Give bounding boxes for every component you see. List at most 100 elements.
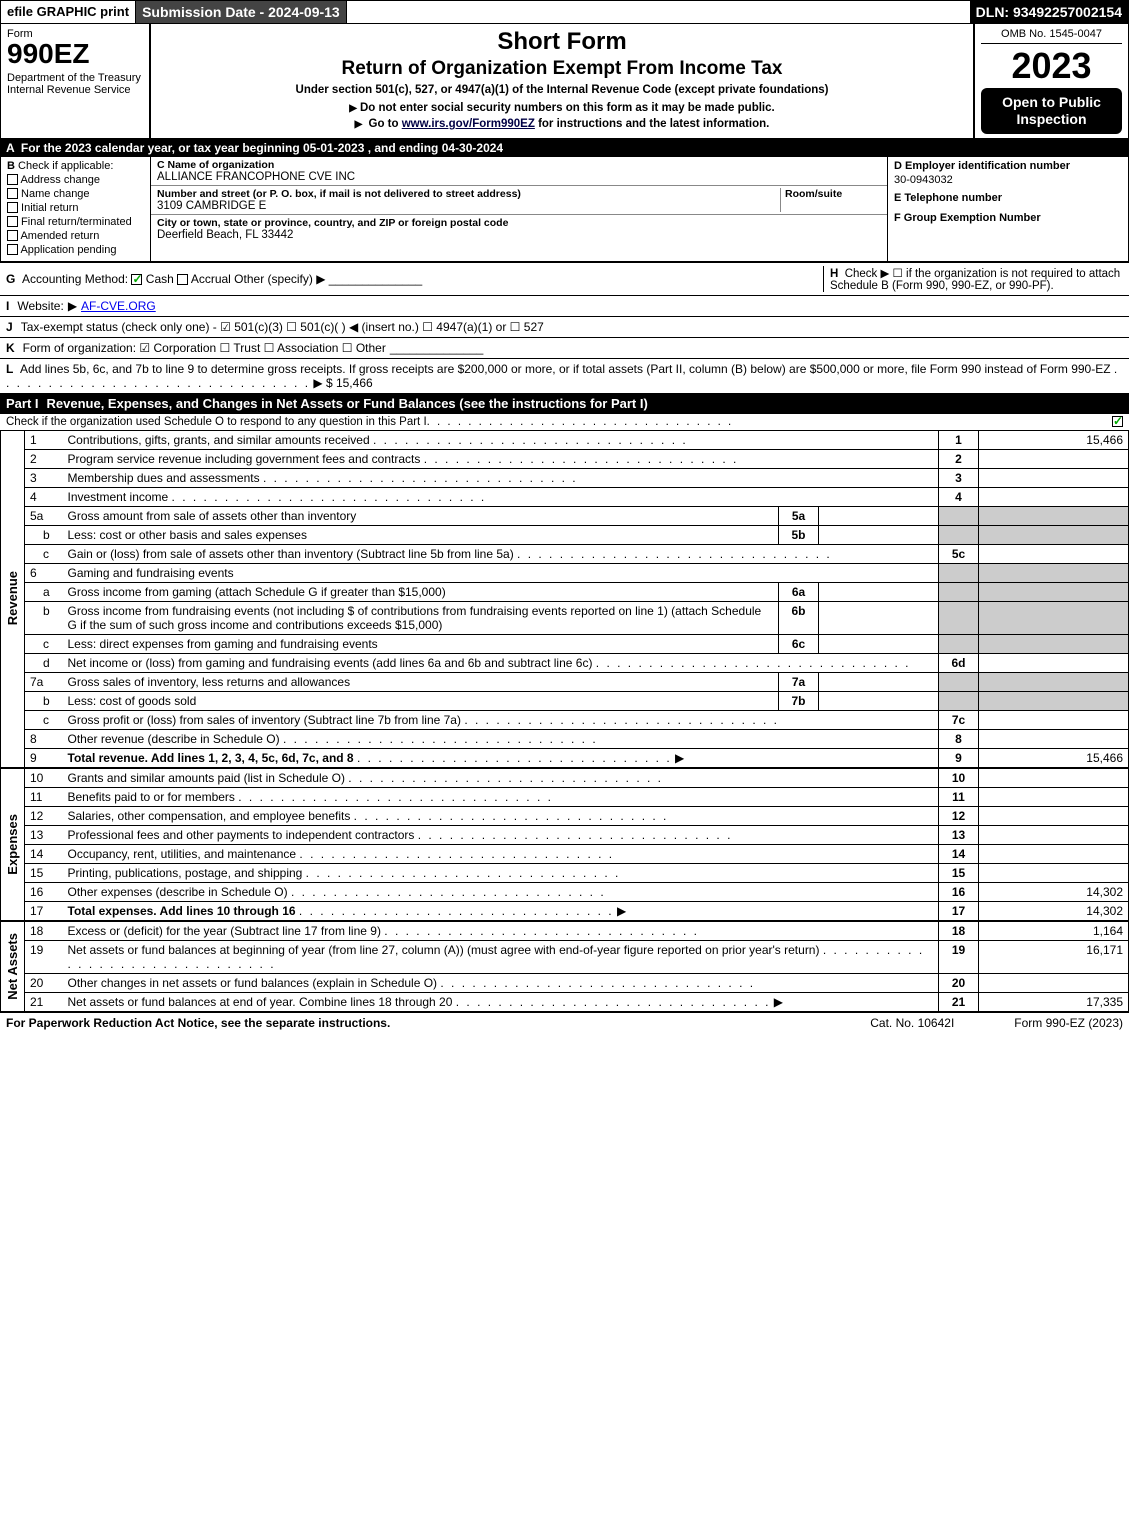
table-row: 18Excess or (deficit) for the year (Subt… (25, 921, 1129, 940)
col-c: C Name of organization ALLIANCE FRANCOPH… (151, 157, 888, 261)
line-k: K Form of organization: ☑ Corporation ☐ … (0, 337, 1129, 358)
line-i: I Website: ▶ AF-CVE.ORG (0, 295, 1129, 316)
l-text: Add lines 5b, 6c, and 7b to line 9 to de… (20, 362, 1111, 376)
table-row: 19Net assets or fund balances at beginni… (25, 940, 1129, 973)
g-label: Accounting Method: (22, 272, 128, 286)
cash-checkbox[interactable] (131, 274, 142, 285)
footer-mid: Cat. No. 10642I (870, 1016, 954, 1030)
expenses-side-label: Expenses (0, 768, 24, 921)
table-row: 13Professional fees and other payments t… (25, 825, 1129, 844)
b-header: B (7, 160, 15, 172)
table-row: 5aGross amount from sale of assets other… (25, 506, 1129, 525)
h-text: Check ▶ ☐ if the organization is not req… (830, 268, 1120, 292)
arrow-icon (355, 118, 366, 130)
c-name-label: C Name of organization (157, 159, 881, 171)
table-row: 20Other changes in net assets or fund ba… (25, 973, 1129, 992)
org-street: 3109 CAMBRIDGE E (157, 200, 780, 212)
omb-number: OMB No. 1545-0047 (981, 28, 1122, 44)
b-option[interactable]: Name change (7, 188, 144, 200)
line-a: A For the 2023 calendar year, or tax yea… (0, 139, 1129, 157)
short-form-title: Short Form (159, 28, 965, 56)
table-row: 7aGross sales of inventory, less returns… (25, 672, 1129, 691)
website-link[interactable]: AF-CVE.ORG (81, 299, 156, 313)
table-row: aGross income from gaming (attach Schedu… (25, 582, 1129, 601)
instructions-line: Go to www.irs.gov/Form990EZ for instruct… (159, 118, 965, 130)
line-g: G Accounting Method: Cash Accrual Other … (0, 262, 1129, 295)
header-mid: Short Form Return of Organization Exempt… (151, 24, 973, 138)
cash-label: Cash (146, 272, 174, 286)
dln: DLN: 93492257002154 (970, 1, 1128, 23)
net-assets-section: Net Assets 18Excess or (deficit) for the… (0, 921, 1129, 1012)
part-i-title: Revenue, Expenses, and Changes in Net As… (47, 396, 1123, 411)
accrual-label: Accrual (191, 272, 231, 286)
revenue-side-label: Revenue (0, 430, 24, 768)
table-row: 8Other revenue (describe in Schedule O) … (25, 729, 1129, 748)
org-name: ALLIANCE FRANCOPHONE CVE INC (157, 171, 881, 183)
form-subtitle: Under section 501(c), 527, or 4947(a)(1)… (159, 84, 965, 96)
part-i-header: Part I Revenue, Expenses, and Changes in… (0, 393, 1129, 414)
b-option[interactable]: Amended return (7, 230, 144, 242)
b-option[interactable]: Initial return (7, 202, 144, 214)
form-header: Form 990EZ Department of the Treasury In… (0, 24, 1129, 139)
j-text: Tax-exempt status (check only one) - ☑ 5… (21, 320, 544, 334)
c-street-label: Number and street (or P. O. box, if mail… (157, 188, 780, 200)
expenses-section: Expenses 10Grants and similar amounts pa… (0, 768, 1129, 921)
c-room-label: Room/suite (785, 188, 881, 200)
top-bar: efile GRAPHIC print Submission Date - 20… (0, 0, 1129, 24)
b-option[interactable]: Application pending (7, 244, 144, 256)
col-b: B Check if applicable: Address change Na… (1, 157, 151, 261)
table-row: 1Contributions, gifts, grants, and simil… (25, 430, 1129, 449)
l-amount: $ 15,466 (326, 376, 373, 390)
table-row: 11Benefits paid to or for members 11 (25, 787, 1129, 806)
header-right: OMB No. 1545-0047 2023 Open to Public In… (973, 24, 1128, 138)
footer: For Paperwork Reduction Act Notice, see … (0, 1012, 1129, 1033)
line-j: J Tax-exempt status (check only one) - ☑… (0, 316, 1129, 337)
table-row: 12Salaries, other compensation, and empl… (25, 806, 1129, 825)
goto-post: for instructions and the latest informat… (538, 118, 769, 130)
form-title: Return of Organization Exempt From Incom… (159, 58, 965, 80)
dept-label: Department of the Treasury Internal Reve… (7, 72, 143, 96)
table-row: 2Program service revenue including gover… (25, 449, 1129, 468)
ssn-warning: Do not enter social security numbers on … (159, 102, 965, 114)
footer-right: Form 990-EZ (2023) (1014, 1016, 1123, 1030)
ein-value: 30-0943032 (894, 172, 1122, 192)
table-row: cGain or (loss) from sale of assets othe… (25, 544, 1129, 563)
part-i-subline: Check if the organization used Schedule … (0, 414, 1129, 430)
accrual-checkbox[interactable] (177, 274, 188, 285)
irs-link[interactable]: www.irs.gov/Form990EZ (402, 118, 535, 130)
f-group-label: F Group Exemption Number (894, 212, 1122, 224)
c-city-label: City or town, state or province, country… (157, 217, 881, 229)
table-row: 17Total expenses. Add lines 10 through 1… (25, 901, 1129, 920)
goto-pre: Go to (369, 118, 402, 130)
submission-date: Submission Date - 2024-09-13 (136, 1, 347, 23)
table-row: 3Membership dues and assessments 3 (25, 468, 1129, 487)
tel-value (894, 204, 1122, 212)
table-row: 21Net assets or fund balances at end of … (25, 992, 1129, 1011)
table-row: cLess: direct expenses from gaming and f… (25, 634, 1129, 653)
table-row: bLess: cost of goods sold7b (25, 691, 1129, 710)
other-label: Other (specify) (234, 272, 313, 286)
tax-year: 2023 (981, 48, 1122, 84)
i-label: Website: (17, 299, 63, 313)
b-check-label: Check if applicable: (18, 160, 113, 172)
efile-label: efile GRAPHIC print (1, 1, 136, 23)
col-d: D Employer identification number 30-0943… (888, 157, 1128, 261)
d-ein-label: D Employer identification number (894, 160, 1122, 172)
table-row: dNet income or (loss) from gaming and fu… (25, 653, 1129, 672)
table-row: 4Investment income 4 (25, 487, 1129, 506)
schedule-o-checkbox[interactable] (1112, 416, 1123, 427)
b-option[interactable]: Address change (7, 174, 144, 186)
line-l: L Add lines 5b, 6c, and 7b to line 9 to … (0, 358, 1129, 393)
line-h: H Check ▶ ☐ if the organization is not r… (823, 266, 1123, 292)
part-i-sub: Check if the organization used Schedule … (6, 416, 427, 428)
b-option[interactable]: Final return/terminated (7, 216, 144, 228)
table-row: cGross profit or (loss) from sales of in… (25, 710, 1129, 729)
line-a-text: For the 2023 calendar year, or tax year … (21, 141, 503, 155)
net-side-label: Net Assets (0, 921, 24, 1012)
e-tel-label: E Telephone number (894, 192, 1122, 204)
table-row: bGross income from fundraising events (n… (25, 601, 1129, 634)
table-row: 6Gaming and fundraising events (25, 563, 1129, 582)
footer-left: For Paperwork Reduction Act Notice, see … (6, 1016, 390, 1030)
form-number: 990EZ (7, 40, 143, 68)
header-left: Form 990EZ Department of the Treasury In… (1, 24, 151, 138)
